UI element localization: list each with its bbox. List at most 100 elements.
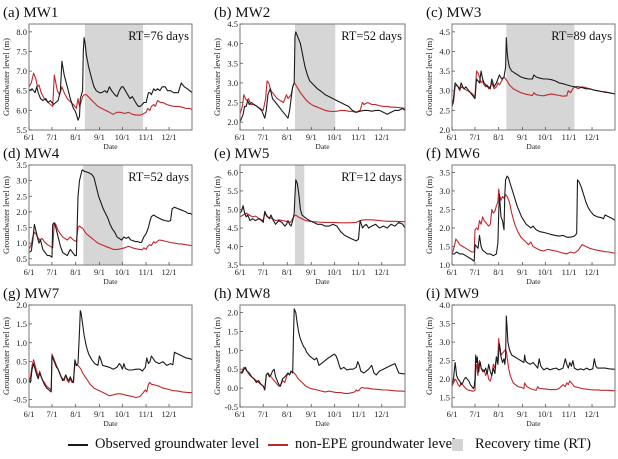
observed-line xyxy=(240,308,405,391)
y-tick-label: 1.0 xyxy=(16,238,27,248)
plot-frame xyxy=(239,304,406,408)
x-tick-label: 6/1 xyxy=(235,132,246,142)
panel-title: (c) MW3 xyxy=(426,5,481,21)
panel-9: (i) MW9 1.5 2.0 2.5 3.0 3.5 4.0 6/1 7/1 8/1 9/1 10/… xyxy=(424,286,616,428)
legend-item-recovery: Recovery time (RT) xyxy=(452,436,591,453)
recovery-time-label: RT=76 days xyxy=(128,29,189,43)
x-tick-label: 12/1 xyxy=(161,409,176,419)
panel-6: (f) MW6 1.0 1.5 2.0 2.5 3.0 3.5 6/1 7/1 8/1 9/1 10/… xyxy=(424,146,616,286)
x-tick-label: 12/1 xyxy=(584,409,599,419)
x-tick-label: 9/1 xyxy=(306,409,317,419)
x-tick-label: 10/1 xyxy=(538,267,553,277)
y-axis-label: Groundwater level (m) xyxy=(212,176,222,254)
panel-title: (g) MW7 xyxy=(3,286,60,302)
panel-3: (c) MW3 2.0 2.5 3.0 3.5 4.0 4.5 6/1 7/1 8/1 9/1 10/… xyxy=(424,5,616,151)
y-tick-label: 3.0 xyxy=(439,337,450,347)
y-tick-label: 2.0 xyxy=(439,374,450,384)
y-tick-label: 1.0 xyxy=(16,338,27,348)
y-tick-label: 3.0 xyxy=(227,78,238,88)
y-axis-label: Groundwater level (m) xyxy=(424,317,434,395)
x-tick-label: 11/1 xyxy=(139,409,154,419)
y-tick-label: 1.0 xyxy=(439,260,450,270)
x-tick-label: 9/1 xyxy=(94,267,105,277)
y-axis-label: Groundwater level (m) xyxy=(1,176,11,254)
x-tick-label: 9/1 xyxy=(517,267,528,277)
x-tick-label: 9/1 xyxy=(517,409,528,419)
y-tick-label: 0.5 xyxy=(16,254,27,264)
x-tick-label: 6/1 xyxy=(447,409,458,419)
panel-title: (d) MW4 xyxy=(3,146,60,162)
y-tick-label: 4.0 xyxy=(227,241,238,251)
panel-8: (h) MW8 -0.5 0.0 0.5 1.0 1.5 2.0 6/1 7/1 8/1 9/1 10… xyxy=(212,286,406,428)
y-tick-label: 1.5 xyxy=(16,319,27,329)
observed-line xyxy=(29,37,192,121)
x-axis-label: Date xyxy=(526,419,541,428)
recovery-time-label: RT=52 days xyxy=(128,170,189,184)
legend-swatch-recovery xyxy=(452,438,463,451)
x-tick-label: 7/1 xyxy=(470,132,481,142)
x-axis-label: Date xyxy=(315,277,330,286)
x-tick-label: 11/1 xyxy=(139,132,154,142)
x-tick-label: 11/1 xyxy=(351,132,366,142)
panel-title: (h) MW8 xyxy=(214,286,270,302)
x-tick-label: 8/1 xyxy=(282,132,293,142)
x-tick-label: 7/1 xyxy=(258,409,269,419)
legend-item-observed: Observed groundwater level xyxy=(68,436,259,453)
x-tick-label: 8/1 xyxy=(493,267,504,277)
x-tick-label: 12/1 xyxy=(584,132,599,142)
non-epe-line xyxy=(452,188,615,255)
y-axis-label: Groundwater level (m) xyxy=(212,38,222,116)
non-epe-line xyxy=(29,353,192,399)
x-axis-label: Date xyxy=(103,142,118,151)
non-epe-line xyxy=(29,222,192,251)
y-tick-label: 2.5 xyxy=(227,98,238,108)
y-tick-label: 5.5 xyxy=(227,186,238,196)
x-tick-label: 12/1 xyxy=(374,409,389,419)
y-tick-label: 2.0 xyxy=(16,300,27,310)
y-tick-label: 0.0 xyxy=(227,383,238,393)
y-tick-label: 3.5 xyxy=(439,66,450,76)
y-tick-label: 3.5 xyxy=(16,160,27,170)
plot-frame xyxy=(28,304,193,408)
observed-line xyxy=(29,310,192,393)
legend-label-non-epe: non-EPE groundwater level xyxy=(295,436,457,452)
y-tick-label: 4.5 xyxy=(439,27,450,37)
observed-line xyxy=(452,315,615,390)
y-tick-label: 1.5 xyxy=(227,326,238,336)
y-tick-label: 2.5 xyxy=(439,105,450,115)
y-axis-label: Groundwater level (m) xyxy=(424,176,434,254)
x-tick-label: 8/1 xyxy=(70,132,81,142)
x-tick-label: 12/1 xyxy=(374,132,389,142)
plot-frame xyxy=(239,23,406,131)
x-tick-label: 12/1 xyxy=(584,267,599,277)
recovery-time-label: RT=89 days xyxy=(551,29,612,43)
x-tick-label: 11/1 xyxy=(351,267,366,277)
x-tick-label: 7/1 xyxy=(258,132,269,142)
y-tick-label: 1.5 xyxy=(439,241,450,251)
x-tick-label: 12/1 xyxy=(161,267,176,277)
y-tick-label: 4.5 xyxy=(227,223,238,233)
figure: (a) MW1 5.5 6.0 6.5 7.0 7.5 8.0 6/1 7/1 8/1 9/1 10/… xyxy=(1,5,616,428)
panel-4: (d) MW4 0.5 1.0 1.5 2.0 2.5 3.0 3.5 6/1 7/1 8/1 9/1… xyxy=(1,146,193,286)
panel-5: (e) MW5 3.5 4.0 4.5 5.0 5.5 6.0 6/1 7/1 8/1 9/1 10/… xyxy=(212,146,406,286)
x-tick-label: 9/1 xyxy=(94,132,105,142)
x-tick-label: 8/1 xyxy=(70,267,81,277)
x-tick-label: 10/1 xyxy=(327,267,342,277)
y-tick-label: 2.0 xyxy=(227,308,238,318)
y-axis-label: Groundwater level (m) xyxy=(212,317,222,395)
y-tick-label: 0.5 xyxy=(227,364,238,374)
recovery-band xyxy=(506,24,575,130)
x-tick-label: 10/1 xyxy=(115,409,130,419)
recovery-band xyxy=(83,165,124,265)
observed-line xyxy=(240,179,405,242)
x-tick-label: 10/1 xyxy=(115,267,130,277)
x-tick-label: 8/1 xyxy=(282,409,293,419)
y-tick-label: 4.5 xyxy=(227,19,238,29)
y-tick-label: 6.0 xyxy=(227,167,238,177)
y-tick-label: -0.5 xyxy=(225,402,238,412)
panel-title: (b) MW2 xyxy=(214,5,270,21)
y-tick-label: 2.0 xyxy=(439,223,450,233)
x-tick-label: 8/1 xyxy=(493,132,504,142)
recovery-band xyxy=(84,24,144,130)
y-tick-label: 1.5 xyxy=(439,393,450,403)
